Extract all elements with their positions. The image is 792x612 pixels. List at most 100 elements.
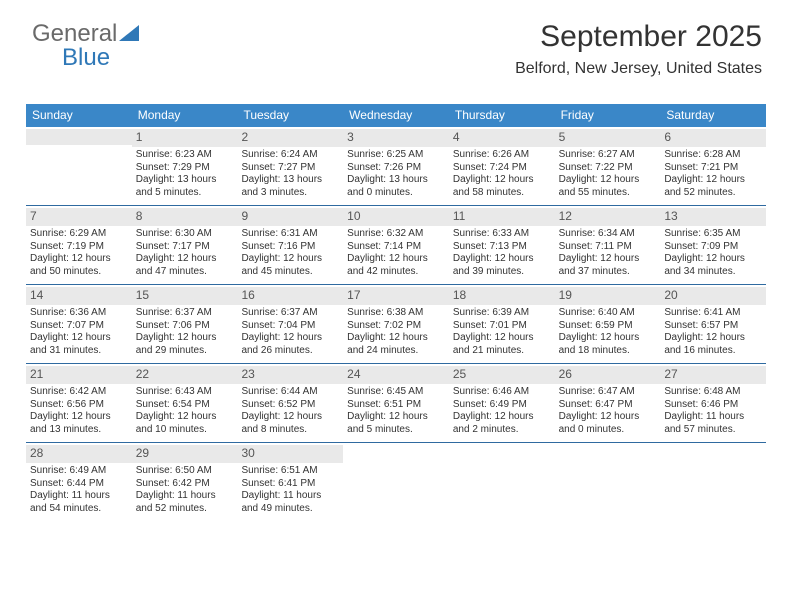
day-cell: 2 Sunrise: 6:24 AMSunset: 7:27 PMDaylight…	[237, 127, 343, 205]
sunrise-line: Sunrise: 6:23 AM	[136, 149, 234, 162]
day-cell	[555, 443, 661, 521]
day-cell: 5Sunrise: 6:27 AMSunset: 7:22 PMDaylight…	[555, 127, 661, 205]
day-cell: 14Sunrise: 6:36 AMSunset: 7:07 PMDayligh…	[26, 285, 132, 363]
day-cell: 18Sunrise: 6:39 AMSunset: 7:01 PMDayligh…	[449, 285, 555, 363]
day-cell: 25 Sunrise: 6:46 AMSunset: 6:49 PMDayligh…	[449, 364, 555, 442]
daylight-line: Daylight: 11 hours and 54 minutes.	[30, 490, 128, 515]
sunrise-line: Sunrise: 6:51 AM	[241, 465, 339, 478]
dow-saturday: Saturday	[660, 104, 766, 127]
day-cell: 29Sunrise: 6:50 AMSunset: 6:42 PMDayligh…	[132, 443, 238, 521]
day-cell: 4Sunrise: 6:26 AMSunset: 7:24 PMDaylight…	[449, 127, 555, 205]
dow-sunday: Sunday	[26, 104, 132, 127]
day-number: 2	[237, 129, 343, 147]
daylight-line: Daylight: 12 hours and 8 minutes.	[241, 411, 339, 436]
sunrise-line: Sunrise: 6:28 AM	[664, 149, 762, 162]
day-number: 1	[132, 129, 238, 147]
sunset-line: Sunset: 6:56 PM	[30, 399, 128, 412]
sunset-line: Sunset: 6:42 PM	[136, 478, 234, 491]
sunset-line: Sunset: 6:51 PM	[347, 399, 445, 412]
sunrise-line: Sunrise: 6:30 AM	[136, 228, 234, 241]
day-cell	[660, 443, 766, 521]
day-cell: 26Sunrise: 6:47 AMSunset: 6:47 PMDayligh…	[555, 364, 661, 442]
day-number: 23	[237, 366, 343, 384]
day-number: 15	[132, 287, 238, 305]
sunset-line: Sunset: 6:59 PM	[559, 320, 657, 333]
sunset-line: Sunset: 6:46 PM	[664, 399, 762, 412]
daylight-line: Daylight: 13 hours and 5 minutes.	[136, 174, 234, 199]
day-cell: 30Sunrise: 6:51 AMSunset: 6:41 PMDayligh…	[237, 443, 343, 521]
day-cell	[449, 443, 555, 521]
sunset-line: Sunset: 7:04 PM	[241, 320, 339, 333]
day-number: 14	[26, 287, 132, 305]
logo-word1: General	[32, 20, 117, 47]
day-cell: 27Sunrise: 6:48 AMSunset: 6:46 PMDayligh…	[660, 364, 766, 442]
day-number: 6	[660, 129, 766, 147]
day-number: 13	[660, 208, 766, 226]
sunrise-line: Sunrise: 6:34 AM	[559, 228, 657, 241]
sunset-line: Sunset: 6:49 PM	[453, 399, 551, 412]
sunset-line: Sunset: 7:06 PM	[136, 320, 234, 333]
sunrise-line: Sunrise: 6:49 AM	[30, 465, 128, 478]
sunset-line: Sunset: 7:09 PM	[664, 241, 762, 254]
sunrise-line: Sunrise: 6:36 AM	[30, 307, 128, 320]
day-number: 25	[449, 366, 555, 384]
daylight-line: Daylight: 12 hours and 29 minutes.	[136, 332, 234, 357]
brand-logo: General Blue	[32, 22, 139, 70]
sunrise-line: Sunrise: 6:37 AM	[241, 307, 339, 320]
day-number: 24	[343, 366, 449, 384]
daylight-line: Daylight: 11 hours and 57 minutes.	[664, 411, 762, 436]
sunset-line: Sunset: 7:14 PM	[347, 241, 445, 254]
sunrise-line: Sunrise: 6:24 AM	[241, 149, 339, 162]
sunrise-line: Sunrise: 6:46 AM	[453, 386, 551, 399]
daylight-line: Daylight: 12 hours and 39 minutes.	[453, 253, 551, 278]
daylight-line: Daylight: 12 hours and 58 minutes.	[453, 174, 551, 199]
day-cell: 23Sunrise: 6:44 AMSunset: 6:52 PMDayligh…	[237, 364, 343, 442]
daylight-line: Daylight: 12 hours and 5 minutes.	[347, 411, 445, 436]
logo-text-block: General Blue	[32, 22, 139, 70]
dow-wednesday: Wednesday	[343, 104, 449, 127]
day-cell: 10Sunrise: 6:32 AMSunset: 7:14 PMDayligh…	[343, 206, 449, 284]
sunrise-line: Sunrise: 6:40 AM	[559, 307, 657, 320]
sunset-line: Sunset: 6:52 PM	[241, 399, 339, 412]
day-cell: 13Sunrise: 6:35 AMSunset: 7:09 PMDayligh…	[660, 206, 766, 284]
day-number: 28	[26, 445, 132, 463]
daylight-line: Daylight: 13 hours and 0 minutes.	[347, 174, 445, 199]
sunset-line: Sunset: 6:41 PM	[241, 478, 339, 491]
day-number: 26	[555, 366, 661, 384]
daylight-line: Daylight: 12 hours and 2 minutes.	[453, 411, 551, 436]
calendar-page: General Blue September 2025 Belford, New…	[0, 0, 792, 612]
sunset-line: Sunset: 7:29 PM	[136, 162, 234, 175]
day-cell: 8Sunrise: 6:30 AMSunset: 7:17 PMDaylight…	[132, 206, 238, 284]
day-cell	[343, 443, 449, 521]
day-cell: 15Sunrise: 6:37 AMSunset: 7:06 PMDayligh…	[132, 285, 238, 363]
week-row: 7Sunrise: 6:29 AMSunset: 7:19 PMDaylight…	[26, 205, 766, 284]
day-cell: 21Sunrise: 6:42 AMSunset: 6:56 PMDayligh…	[26, 364, 132, 442]
day-cell: 28Sunrise: 6:49 AMSunset: 6:44 PMDayligh…	[26, 443, 132, 521]
day-number: 3	[343, 129, 449, 147]
week-row: 21Sunrise: 6:42 AMSunset: 6:56 PMDayligh…	[26, 363, 766, 442]
sunrise-line: Sunrise: 6:25 AM	[347, 149, 445, 162]
empty-day-header	[26, 129, 132, 145]
sunset-line: Sunset: 7:26 PM	[347, 162, 445, 175]
day-cell: 6Sunrise: 6:28 AMSunset: 7:21 PMDaylight…	[660, 127, 766, 205]
daylight-line: Daylight: 11 hours and 52 minutes.	[136, 490, 234, 515]
day-cell: 7Sunrise: 6:29 AMSunset: 7:19 PMDaylight…	[26, 206, 132, 284]
daylight-line: Daylight: 12 hours and 16 minutes.	[664, 332, 762, 357]
day-number: 27	[660, 366, 766, 384]
day-cell: 3 Sunrise: 6:25 AMSunset: 7:26 PMDaylight…	[343, 127, 449, 205]
sunrise-line: Sunrise: 6:43 AM	[136, 386, 234, 399]
dow-monday: Monday	[132, 104, 238, 127]
sunrise-line: Sunrise: 6:42 AM	[30, 386, 128, 399]
day-number: 11	[449, 208, 555, 226]
daylight-line: Daylight: 13 hours and 3 minutes.	[241, 174, 339, 199]
dow-friday: Friday	[555, 104, 661, 127]
day-number: 8	[132, 208, 238, 226]
dow-tuesday: Tuesday	[237, 104, 343, 127]
week-row: 14Sunrise: 6:36 AMSunset: 7:07 PMDayligh…	[26, 284, 766, 363]
day-number: 30	[237, 445, 343, 463]
sunset-line: Sunset: 7:27 PM	[241, 162, 339, 175]
daylight-line: Daylight: 12 hours and 10 minutes.	[136, 411, 234, 436]
logo-triangle-icon	[119, 25, 139, 45]
sunset-line: Sunset: 7:17 PM	[136, 241, 234, 254]
day-cell: 9Sunrise: 6:31 AMSunset: 7:16 PMDaylight…	[237, 206, 343, 284]
